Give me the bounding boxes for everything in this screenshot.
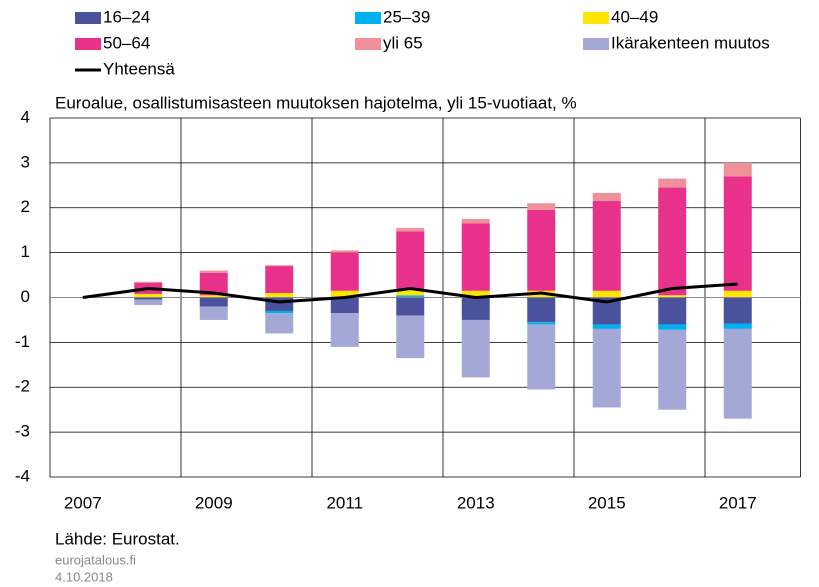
bar-segment	[330, 297, 359, 314]
x-tick-label: 2017	[719, 493, 757, 512]
x-tick-label: 2011	[326, 493, 363, 512]
chart-title: Euroalue, osallistumisasteen muutoksen h…	[55, 93, 577, 112]
x-tick-label: 2015	[588, 493, 626, 512]
bar-segment	[330, 250, 359, 253]
bar-segment	[658, 178, 687, 188]
date: 4.10.2018	[55, 569, 113, 584]
bar-segment	[527, 297, 556, 323]
y-tick-label: -4	[15, 466, 30, 485]
bar-segment	[658, 187, 687, 296]
bar-segment	[527, 209, 556, 291]
bar-segment	[461, 297, 490, 320]
legend-swatch	[75, 38, 101, 50]
y-tick-label: 3	[21, 152, 30, 171]
bar-segment	[199, 270, 228, 273]
legend-label: 16–24	[103, 7, 150, 26]
bar-segment	[265, 313, 294, 334]
legend-swatch	[75, 12, 101, 24]
legend-label: Ikärakenteen muutos	[611, 33, 770, 52]
bar-segment	[199, 306, 228, 320]
y-tick-label: 1	[21, 242, 30, 261]
x-tick-label: 2007	[64, 493, 102, 512]
bar-segment	[330, 252, 359, 291]
bar-segment	[396, 231, 425, 290]
bar-segment	[461, 290, 490, 297]
bar-segment	[723, 162, 752, 177]
bar-segment	[134, 293, 163, 298]
y-tick-label: 4	[21, 107, 30, 126]
y-tick-label: 0	[21, 287, 30, 306]
bar-segment	[592, 324, 621, 329]
bar-segment	[396, 227, 425, 232]
bar-segment	[396, 297, 425, 316]
source: Lähde: Eurostat.	[55, 529, 180, 548]
legend-label: 40–49	[611, 7, 658, 26]
bar-segment	[723, 328, 752, 419]
bar-segment	[527, 324, 556, 390]
legend-label: 50–64	[103, 33, 150, 52]
legend-swatch	[583, 38, 609, 50]
y-tick-label: -1	[15, 332, 30, 351]
bar-segment	[265, 310, 294, 314]
bar-segment	[461, 218, 490, 224]
bar-segment	[199, 297, 228, 307]
y-tick-label: 2	[21, 197, 30, 216]
bar-segment	[134, 299, 163, 306]
site: eurojatalous.fi	[55, 552, 136, 567]
legend-label: yli 65	[383, 33, 423, 52]
bar-segment	[658, 295, 687, 298]
bar-segment	[658, 297, 687, 325]
legend-label: 25–39	[383, 7, 430, 26]
bar-segment	[396, 289, 425, 296]
bar-segment	[134, 281, 163, 283]
bar-segment	[265, 265, 294, 267]
total-line	[82, 282, 738, 304]
legend-swatch	[583, 12, 609, 24]
bar-segment	[199, 272, 228, 296]
bar-segment	[330, 313, 359, 347]
bar-segment	[658, 324, 687, 330]
bar-segment	[396, 315, 425, 359]
bar-segment	[265, 293, 294, 298]
bar-segment	[723, 176, 752, 291]
bar-segment	[330, 290, 359, 298]
y-tick-label: -3	[15, 422, 30, 441]
bar-segment	[723, 297, 752, 324]
bar-segment	[592, 328, 621, 408]
bar-segment	[592, 201, 621, 291]
bar-segment	[461, 319, 490, 378]
bar-segment	[134, 297, 163, 300]
bar-segment	[199, 295, 228, 298]
legend-swatch	[355, 12, 381, 24]
bar-segment	[592, 192, 621, 202]
bar-segment	[527, 322, 556, 325]
bar-segment	[592, 290, 621, 298]
bar-segment	[723, 290, 752, 298]
bar-segment	[461, 223, 490, 291]
bar-segment	[396, 295, 425, 298]
legend-label: Yhteensä	[103, 59, 175, 78]
bar-segment	[658, 329, 687, 410]
legend-swatch	[355, 38, 381, 50]
bar-segment	[265, 266, 294, 294]
x-tick-label: 2013	[457, 493, 495, 512]
bar-segment	[723, 323, 752, 329]
y-tick-label: -2	[15, 377, 30, 396]
x-tick-label: 2009	[195, 493, 233, 512]
bar-segment	[527, 203, 556, 210]
